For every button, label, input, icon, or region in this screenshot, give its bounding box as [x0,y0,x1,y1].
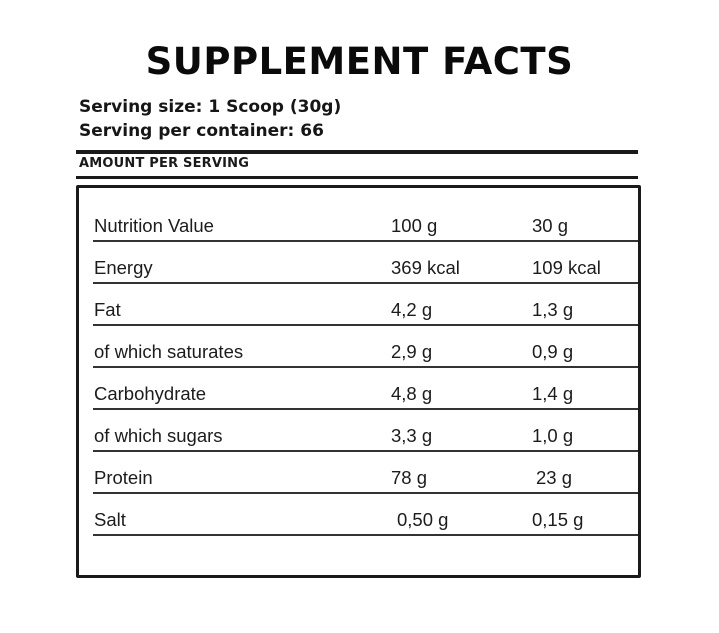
value-per-100g: 4,2 g [391,299,433,320]
nutrient-name: Carbohydrate [94,383,207,404]
row-divider [93,450,638,452]
table-row: Fat 4,2 g 1,3 g [93,295,638,325]
value-per-30g: 1,0 g [532,425,574,446]
table-row: Energy 369 kcal 109 kcal [93,253,638,283]
nutrition-table-header: Nutrition Value 100 g 30 g [93,211,638,241]
row-divider [93,534,638,536]
table-row: of which saturates 2,9 g 0,9 g [93,337,638,367]
serving-size: Serving size: 1 Scoop (30g) [79,97,342,117]
value-per-100g: 0,50 g [397,509,449,530]
value-per-100g: 2,9 g [391,341,433,362]
nutrient-name: Energy [94,257,153,278]
value-per-30g: 109 kcal [532,257,601,278]
page-title: SUPPLEMENT FACTS [145,40,574,83]
header-nutrient: Nutrition Value [94,215,214,236]
nutrition-table-border [76,185,641,578]
header-per-100g: 100 g [391,215,438,236]
header-per-30g: 30 g [532,215,569,236]
nutrient-name: of which saturates [94,341,244,362]
value-per-30g: 1,4 g [532,383,574,404]
nutrient-name: of which sugars [94,425,223,446]
row-divider [93,408,638,410]
serving-per-container: Serving per container: 66 [79,121,324,141]
table-row: Carbohydrate 4,8 g 1,4 g [93,379,638,409]
row-divider [93,324,638,326]
value-per-100g: 369 kcal [391,257,460,278]
row-divider [93,282,638,284]
table-row: Protein 78 g 23 g [93,463,638,493]
row-divider [93,492,638,494]
row-divider [93,366,638,368]
bottom-divider [76,176,638,179]
top-divider [76,150,638,154]
value-per-30g: 1,3 g [532,299,574,320]
nutrient-name: Protein [94,467,153,488]
value-per-100g: 3,3 g [391,425,433,446]
nutrient-name: Fat [94,299,121,320]
table-row: Salt 0,50 g 0,15 g [93,505,638,535]
value-per-100g: 78 g [391,467,428,488]
value-per-30g: 23 g [536,467,573,488]
table-row: of which sugars 3,3 g 1,0 g [93,421,638,451]
value-per-100g: 4,8 g [391,383,433,404]
row-divider [93,240,638,242]
amount-per-serving-heading: AMOUNT PER SERVING [79,156,250,171]
nutrient-name: Salt [94,509,126,530]
value-per-30g: 0,15 g [532,509,584,530]
value-per-30g: 0,9 g [532,341,574,362]
